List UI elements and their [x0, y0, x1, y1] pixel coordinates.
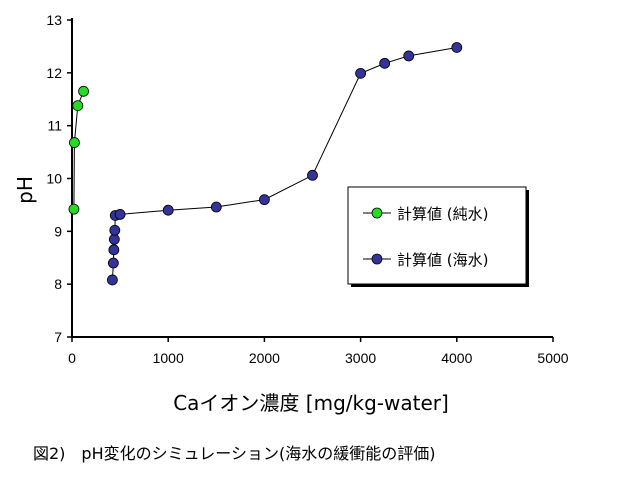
- series-layer: [68, 42, 463, 286]
- y-tick-label: 13: [46, 12, 62, 28]
- legend: 計算値 (純水) 計算値 (海水): [347, 186, 529, 287]
- x-ticks: 0 1000 2000 3000 4000 5000: [68, 337, 569, 366]
- y-axis-label: pH: [13, 176, 37, 204]
- series-1: [68, 85, 89, 215]
- legend-items: 計算値 (純水) 計算値 (海水): [363, 205, 488, 269]
- data-point: [355, 67, 367, 79]
- x-tick-label: 0: [68, 350, 76, 366]
- legend-shadow-bottom: [351, 284, 529, 287]
- y-ticks: 7 8 9 10 11 12 13: [46, 12, 72, 345]
- x-tick-label: 3000: [345, 350, 376, 366]
- data-point: [72, 100, 84, 111]
- data-point: [114, 209, 126, 220]
- x-tick-label: 2000: [249, 350, 280, 366]
- data-point: [108, 244, 120, 256]
- data-point: [107, 274, 118, 286]
- data-point: [107, 257, 119, 269]
- data-point: [109, 224, 121, 236]
- legend-label: 計算値 (海水): [397, 251, 488, 269]
- data-point: [69, 137, 80, 148]
- y-tick-label: 10: [46, 171, 62, 187]
- data-point: [258, 194, 270, 206]
- legend-label: 計算値 (純水): [397, 205, 488, 223]
- data-point: [210, 201, 222, 213]
- x-tick-label: 5000: [537, 350, 568, 366]
- legend-box: [347, 186, 527, 285]
- data-point: [68, 203, 80, 215]
- data-point: [451, 42, 463, 53]
- y-tick-label: 11: [47, 118, 62, 134]
- series-2: [107, 42, 463, 286]
- y-tick-label: 8: [54, 276, 62, 292]
- legend-shadow: [526, 190, 529, 287]
- x-axis-label: Caイオン濃度 [mg/kg-water]: [173, 391, 449, 415]
- x-tick-label: 1000: [153, 350, 184, 366]
- figure-caption: 図2) pH変化のシミュレーション(海水の緩衝能の評価): [33, 444, 436, 463]
- data-point: [162, 204, 174, 216]
- x-tick-label: 4000: [441, 350, 472, 366]
- data-point: [78, 85, 89, 97]
- data-point: [108, 233, 120, 245]
- legend-marker: [371, 253, 383, 265]
- series-line: [73, 91, 84, 210]
- y-tick-label: 12: [46, 65, 62, 81]
- y-tick-label: 7: [54, 329, 62, 345]
- data-point: [307, 169, 318, 181]
- legend-marker: [371, 207, 383, 219]
- data-point: [403, 50, 415, 62]
- y-tick-label: 9: [54, 223, 62, 239]
- data-point: [379, 57, 391, 69]
